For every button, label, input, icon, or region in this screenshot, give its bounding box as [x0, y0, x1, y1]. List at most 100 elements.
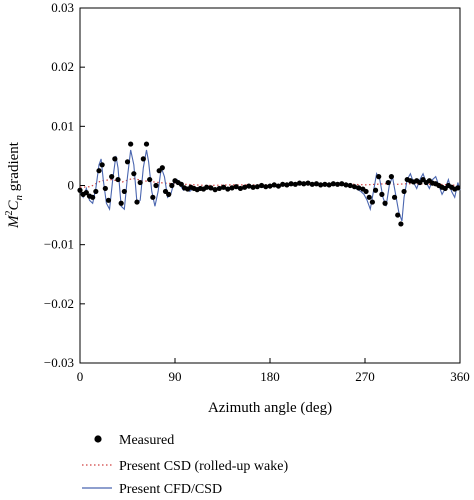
data-point-measured — [99, 162, 105, 168]
data-point-measured — [220, 184, 227, 190]
data-point-measured — [237, 185, 244, 192]
x-axis-ticks: 0 90 180 270 360 — [77, 358, 470, 384]
data-point-measured — [339, 181, 345, 187]
data-point-measured — [343, 182, 349, 188]
data-point-measured — [258, 182, 265, 189]
data-point-measured — [137, 179, 143, 186]
x-tick-label: 270 — [355, 369, 375, 384]
data-point-measured — [313, 181, 320, 187]
data-point-measured — [250, 184, 256, 190]
legend: Measured Present CSD (rolled-up wake) Pr… — [82, 433, 288, 497]
data-point-measured — [105, 197, 112, 203]
data-point-measured — [372, 187, 379, 193]
y-tick-label: 0 — [68, 178, 75, 193]
data-point-measured — [366, 194, 372, 200]
data-point-measured — [204, 184, 210, 190]
legend-label-measured: Measured — [119, 433, 174, 448]
data-point-measured — [216, 185, 222, 192]
data-point-measured — [118, 200, 124, 206]
data-point-measured — [212, 187, 218, 193]
data-point-measured — [150, 194, 156, 200]
legend-marker-measured — [94, 435, 102, 443]
data-point-measured — [140, 156, 146, 162]
data-point-measured — [309, 181, 315, 187]
data-point-measured — [388, 174, 394, 180]
data-point-measured — [292, 181, 298, 187]
data-point-measured — [382, 200, 388, 206]
data-point-measured — [233, 184, 239, 190]
data-point-measured — [385, 179, 391, 186]
data-point-measured — [147, 176, 153, 183]
data-point-measured — [455, 185, 461, 191]
data-point-measured — [284, 182, 290, 188]
data-point-measured — [77, 187, 83, 193]
data-point-measured — [330, 181, 336, 187]
series-line-present-csd-rolled-up-wake — [79, 177, 461, 188]
data-point-measured — [301, 181, 307, 187]
data-point-measured — [296, 180, 303, 186]
series-measured — [77, 141, 461, 227]
data-point-measured — [376, 174, 382, 180]
data-point-measured — [178, 181, 184, 187]
data-point-measured — [305, 180, 311, 186]
series-layer — [77, 141, 461, 227]
data-point-measured — [83, 190, 89, 196]
legend-label-csd: Present CSD (rolled-up wake) — [119, 459, 288, 474]
data-point-measured — [347, 182, 353, 189]
data-point-measured — [229, 185, 235, 191]
data-point-measured — [242, 184, 248, 190]
data-point-measured — [263, 184, 269, 190]
data-point-measured — [166, 191, 172, 197]
data-point-measured — [369, 199, 375, 205]
data-point-measured — [401, 188, 407, 195]
data-point-measured — [96, 168, 102, 174]
data-point-measured — [109, 174, 115, 180]
data-point-measured — [280, 181, 286, 187]
data-point-measured — [379, 191, 385, 197]
data-point-measured — [254, 184, 260, 190]
data-point-measured — [90, 194, 96, 200]
y-tick-label: −0.01 — [44, 237, 74, 252]
data-point-measured — [318, 182, 324, 188]
legend-item-csd: Present CSD (rolled-up wake) — [82, 459, 288, 474]
data-point-measured — [134, 199, 140, 205]
data-point-measured — [102, 185, 108, 192]
y-tick-label: −0.02 — [44, 296, 74, 311]
legend-label-cfd-csd: Present CFD/CSD — [119, 482, 222, 497]
x-axis-title: Azimuth angle (deg) — [208, 400, 332, 416]
x-tick-label: 360 — [450, 369, 470, 384]
data-point-measured — [131, 171, 137, 177]
data-point-measured — [356, 185, 362, 191]
data-point-measured — [288, 181, 294, 187]
data-point-measured — [93, 188, 99, 195]
data-point-measured — [271, 182, 277, 188]
y-tick-label: −0.03 — [44, 355, 74, 370]
data-point-measured — [225, 186, 231, 192]
data-point-measured — [398, 221, 404, 227]
data-point-measured — [334, 181, 341, 187]
data-point-measured — [128, 141, 134, 147]
data-point-measured — [121, 188, 127, 195]
legend-item-measured: Measured — [94, 433, 174, 448]
data-point-measured — [395, 212, 401, 218]
y-tick-label: 0.03 — [51, 0, 74, 15]
data-point-measured — [112, 156, 118, 162]
y-axis-ticks: 0.03 0.02 0.01 0 −0.01 −0.02 −0.03 — [44, 0, 85, 370]
y-axis-title: M2Cn gradient — [4, 141, 25, 229]
x-tick-label: 180 — [260, 369, 280, 384]
y-tick-label: 0.01 — [51, 118, 74, 133]
data-point-measured — [143, 141, 150, 147]
data-point-measured — [246, 183, 252, 189]
data-point-measured — [351, 184, 358, 190]
x-tick-label: 90 — [169, 369, 182, 384]
data-point-measured — [267, 183, 273, 189]
data-point-measured — [208, 185, 214, 191]
data-point-measured — [115, 176, 121, 183]
data-point-measured — [363, 188, 369, 195]
data-point-measured — [159, 165, 165, 171]
data-point-measured — [169, 182, 175, 189]
y-tick-label: 0.02 — [51, 59, 74, 74]
data-point-measured — [322, 181, 328, 187]
data-point-measured — [391, 194, 398, 200]
